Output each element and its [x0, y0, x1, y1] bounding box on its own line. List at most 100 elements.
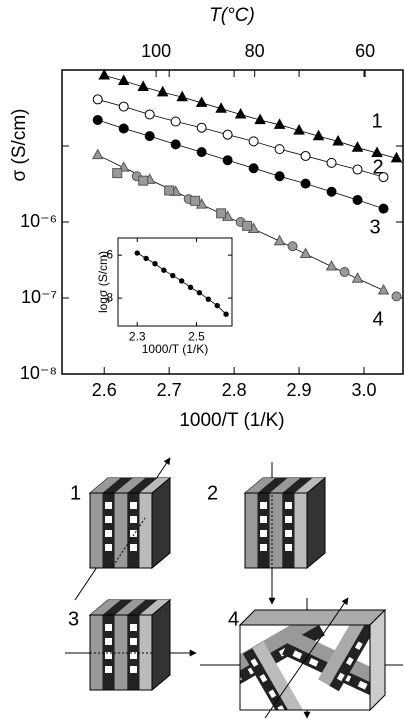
triangle-marker [325, 260, 338, 271]
block-side [369, 608, 386, 712]
triangle-marker [98, 68, 111, 80]
circle-marker [352, 164, 363, 175]
triangle-marker [195, 96, 208, 107]
circle-marker [170, 139, 181, 150]
circle-marker [205, 296, 212, 302]
x-axis-title: 1000/T (1/K) [179, 410, 284, 431]
circle-marker [118, 123, 129, 134]
triangle-marker [299, 247, 312, 259]
triangle-marker [332, 134, 344, 146]
circle-marker [161, 267, 167, 273]
circle-marker [170, 272, 176, 279]
fit-line [97, 119, 384, 209]
main-plot: 2.6 2.7 2.8 2.9 3.0 10⁻⁸ 10⁻⁷ 10⁻⁶ 100 80 60 1 2 3 4 [20, 41, 403, 400]
circle-marker [287, 241, 298, 252]
circle-marker [300, 178, 311, 189]
top-tick-label: 100 [141, 41, 171, 61]
fit-line [104, 74, 397, 159]
circle-marker [326, 157, 337, 168]
y-axis-title: σ (S/cm) [9, 109, 30, 182]
triangle-marker [91, 148, 104, 160]
square-marker [112, 168, 123, 179]
triangle-marker [273, 234, 286, 246]
series-label: 3 [369, 216, 380, 238]
triangle-marker [156, 85, 169, 97]
y-tick-label: -8 [102, 290, 113, 304]
triangle-marker [312, 129, 325, 141]
circle-marker [92, 114, 103, 125]
x-tick-label: 2.7 [157, 380, 182, 400]
circle-marker [378, 172, 389, 183]
inset-x-title: 1000/T (1/K) [142, 342, 208, 356]
circle-marker [143, 255, 149, 262]
block-top [238, 609, 387, 626]
triangle-marker [273, 118, 286, 129]
triangle-marker [176, 90, 188, 102]
square-marker [138, 175, 149, 186]
circle-marker [300, 150, 311, 161]
circle-marker [144, 109, 155, 120]
y-tick-label: -6 [102, 247, 113, 261]
circle-marker [222, 129, 233, 140]
y-tick-label: 10⁻⁷ [21, 287, 57, 307]
x-tick-label: 2.6 [92, 380, 117, 400]
circle-marker [391, 291, 402, 302]
y-tick-label: 10⁻⁸ [20, 363, 57, 383]
top-tick-label: 80 [245, 41, 265, 61]
square-marker [190, 195, 201, 206]
arrow-hidden [112, 517, 146, 567]
circle-marker [378, 203, 389, 214]
circle-marker [196, 122, 207, 133]
circle-marker [92, 94, 103, 105]
circle-marker [339, 266, 350, 277]
inset-frame [117, 237, 233, 327]
schematics: 1 2 3 4 [65, 457, 403, 719]
diagram-label: 2 [207, 482, 218, 504]
series-label: 1 [371, 110, 382, 132]
circle-marker [326, 186, 337, 197]
triangle-marker [351, 141, 364, 152]
x-tick-label: 2.9 [287, 380, 312, 400]
square-marker [216, 208, 227, 219]
top-axis-title: T(°C) [209, 5, 255, 26]
circle-marker [274, 144, 285, 155]
circle-marker [248, 163, 259, 174]
block [89, 599, 171, 691]
square-marker [164, 185, 175, 196]
series-label: 4 [372, 308, 383, 330]
y-tick-label: 10⁻⁶ [20, 211, 57, 231]
top-tick-label: 60 [355, 41, 375, 61]
arrow [264, 597, 349, 719]
inset-plot: 2.3 2.5 -6 -8 [102, 238, 232, 344]
triangle-marker [234, 108, 247, 119]
triangle-marker [377, 283, 390, 295]
circle-marker [214, 302, 220, 309]
diagram-label: 3 [68, 608, 79, 630]
circle-marker [196, 147, 207, 158]
x-tick-label: 2.3 [129, 330, 146, 344]
x-tick-label: 3.0 [352, 380, 377, 400]
circle-marker [248, 136, 259, 147]
circle-marker [187, 284, 194, 291]
inset-y-title: logσ (S/cm) [96, 251, 110, 313]
circle-marker [170, 116, 181, 127]
triangle-marker [254, 113, 266, 125]
block [89, 477, 171, 569]
diagram-label: 1 [70, 482, 81, 504]
triangle-marker [215, 102, 227, 113]
x-tick-label: 2.8 [222, 380, 247, 400]
circle-marker [118, 101, 129, 112]
square-marker [242, 220, 253, 231]
triangle-marker [390, 151, 403, 163]
circle-marker [352, 194, 363, 205]
triangle-marker [351, 272, 364, 283]
series-label: 2 [372, 156, 383, 178]
diagram-label: 4 [228, 608, 239, 630]
plot-frame [61, 69, 404, 375]
circle-marker [223, 311, 229, 317]
circle-marker [274, 171, 285, 182]
circle-marker [134, 250, 140, 256]
circle-marker [144, 131, 155, 142]
triangle-marker [371, 146, 383, 158]
